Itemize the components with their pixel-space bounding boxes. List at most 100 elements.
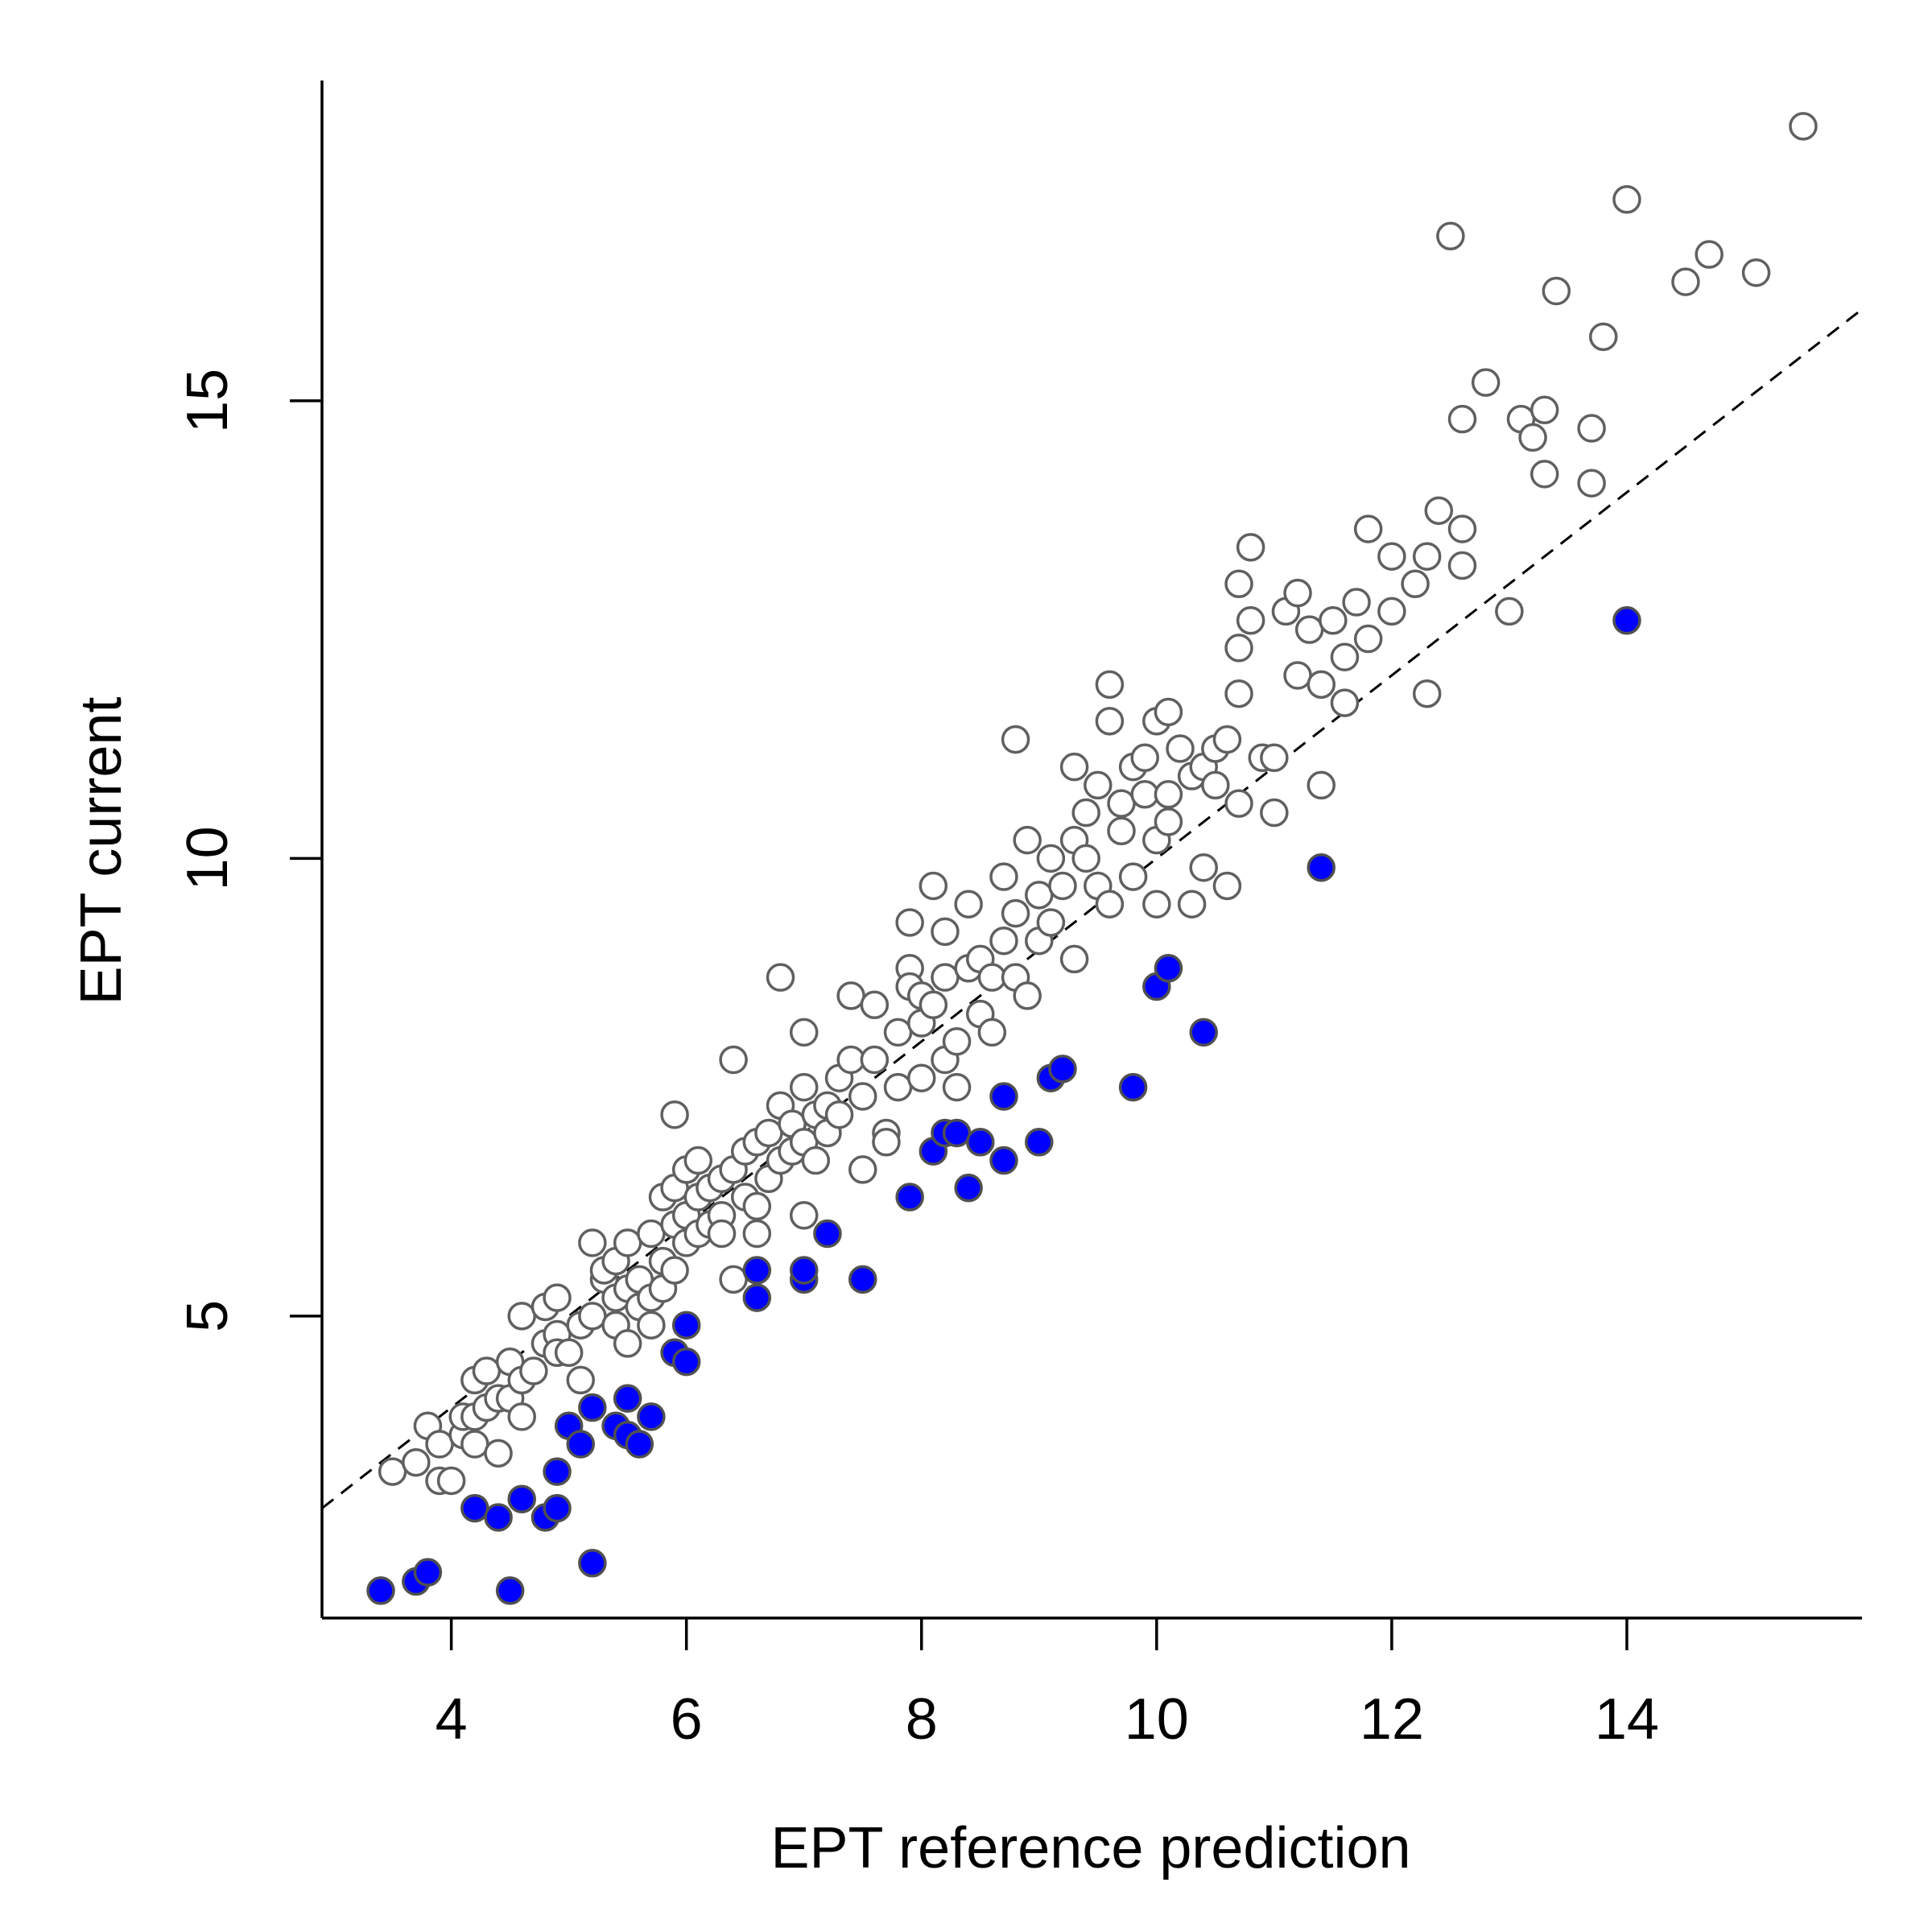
open-point [507,1402,537,1431]
open-point [907,1063,936,1092]
open-point [1436,221,1465,251]
y-axis-title: EPT current [69,697,134,1005]
filled-point [413,1558,443,1587]
open-point [1401,569,1430,599]
x-tick-label: 10 [1125,1687,1189,1752]
filled-point [543,1493,572,1523]
open-point [789,1018,819,1047]
x-tick-label: 14 [1595,1687,1659,1752]
open-point [578,1228,607,1257]
open-point [872,1128,901,1157]
open-point [1084,770,1113,800]
open-point [1059,752,1089,782]
open-point [1741,258,1771,287]
open-point [989,926,1018,956]
open-point [919,871,948,901]
open-point [1588,322,1618,352]
filled-point [495,1576,525,1605]
open-point [1412,542,1442,571]
open-point [1224,569,1253,599]
filled-point [484,1503,513,1532]
open-point [1224,789,1253,818]
open-point [1447,514,1477,543]
open-point [660,1100,689,1129]
open-point [742,1219,772,1249]
open-point [801,1146,831,1175]
open-point [1013,825,1042,855]
open-point [660,1256,689,1285]
open-point [1319,606,1348,635]
open-point [977,1018,1007,1047]
open-point [742,1191,772,1221]
open-point [1307,770,1336,800]
open-point [1154,697,1183,727]
filled-point [625,1430,654,1459]
open-point [1377,597,1406,626]
open-point [460,1430,489,1459]
y-tick-label: 15 [175,369,240,433]
filled-point [671,1311,701,1340]
open-point [484,1439,513,1468]
open-point [1189,852,1218,882]
open-points-group [378,112,1818,1496]
open-point [1048,871,1077,901]
y-tick-label: 10 [175,826,240,890]
filled-point [366,1576,395,1605]
filled-point [813,1219,842,1249]
open-point [1095,707,1125,736]
filled-point [954,1173,983,1203]
open-point [1542,276,1571,306]
y-tick-label: 5 [175,1300,240,1332]
open-point [1236,533,1265,562]
open-point [895,908,924,937]
open-point [848,1082,877,1111]
filled-point [566,1430,596,1459]
open-point [1471,368,1501,397]
open-point [1577,469,1606,497]
open-point [1530,395,1559,425]
open-point [613,1329,642,1358]
filled-points-group [366,606,1641,1605]
x-tick-label: 6 [671,1687,703,1752]
filled-point [742,1283,772,1312]
filled-point [966,1128,995,1157]
open-point [1212,871,1242,901]
open-point [1353,624,1383,654]
y-axis-ticks: 5 10 15 [175,369,322,1332]
open-point [436,1466,466,1496]
open-point [1530,460,1559,489]
open-point [637,1219,666,1249]
open-point [683,1146,713,1175]
filled-point [1048,1055,1077,1084]
filled-point [578,1393,607,1422]
filled-point [671,1347,701,1377]
open-point [977,963,1007,992]
filled-point [1307,852,1336,882]
open-point [1201,770,1230,800]
open-point [1342,588,1371,617]
open-point [1283,661,1312,690]
filled-point [895,1183,924,1212]
x-axis-ticks: 4 6 8 10 12 14 [436,1618,1659,1752]
filled-point [789,1256,819,1285]
open-point [519,1356,548,1385]
filled-point [1154,954,1183,983]
filled-point [460,1493,489,1523]
open-point [942,1027,972,1056]
open-point [1330,688,1360,717]
open-point [1377,542,1406,571]
open-point [1013,981,1042,1010]
open-point [954,890,983,919]
x-axis-title: EPT reference prediction [770,1816,1410,1880]
open-point [425,1430,454,1459]
open-point [1412,679,1442,708]
open-point [1236,606,1265,635]
open-point [719,1045,748,1075]
open-point [1154,780,1183,809]
open-point [719,1265,748,1294]
reference-line-group [321,308,1863,1509]
open-point [1447,404,1477,434]
open-point [1142,890,1171,919]
filled-point [1025,1128,1054,1157]
open-point [1294,615,1324,644]
